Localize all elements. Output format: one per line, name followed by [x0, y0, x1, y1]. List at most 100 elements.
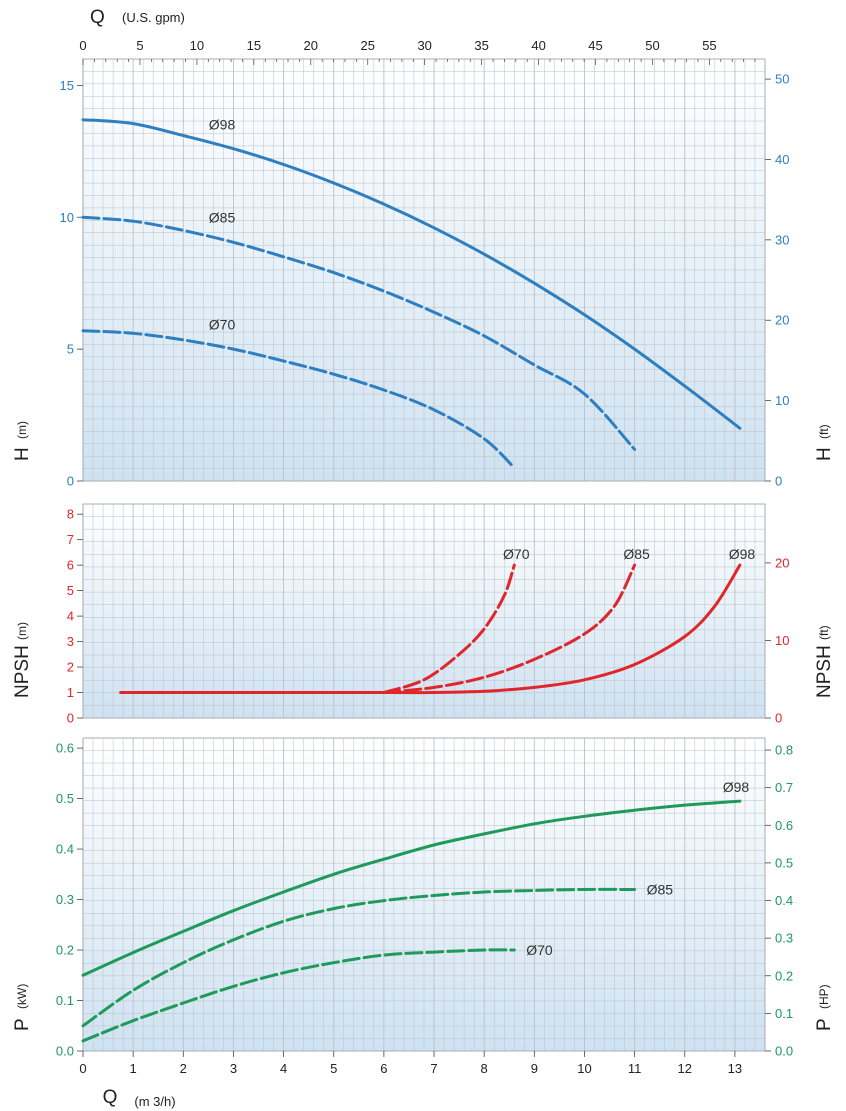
top-axis-unit: (U.S. gpm) — [122, 10, 185, 25]
power-grid — [82, 737, 766, 1052]
bottom-tick-label: 9 — [531, 1061, 538, 1076]
y-tick-label: 7 — [67, 532, 74, 547]
top-tick-label: 40 — [531, 38, 545, 53]
power-frame — [82, 737, 766, 1052]
y2-tick-label: 40 — [775, 152, 789, 167]
bottom-axis-unit: (m 3/h) — [134, 1094, 175, 1109]
bottom-axis-ticks: 0 1 2 3 4 5 6 7 8 9 10 11 12 13 — [79, 1051, 742, 1076]
y-tick-label: 0.6 — [56, 741, 74, 756]
top-tick-label: 35 — [474, 38, 488, 53]
y-tick-label: 8 — [67, 507, 74, 522]
bottom-axis-title: Q — [103, 1087, 118, 1108]
bottom-tick-label: 8 — [481, 1061, 488, 1076]
head-series-line — [81, 118, 742, 430]
head-ylabel: H — [12, 447, 33, 461]
power-y2label-unit: (HP) — [817, 984, 831, 1009]
head-ylabel-unit: (m) — [15, 421, 29, 439]
y-tick-label: 6 — [67, 558, 74, 573]
power-series-line — [81, 948, 516, 1043]
bottom-tick-label: 4 — [280, 1061, 287, 1076]
top-tick-label: 20 — [304, 38, 318, 53]
head-series-line — [81, 215, 637, 451]
y-tick-label: 1 — [67, 685, 74, 700]
top-tick-label: 25 — [361, 38, 375, 53]
y2-tick-label: 30 — [775, 232, 789, 247]
y2-tick-label: 0.3 — [775, 931, 793, 946]
power-series-line — [81, 799, 742, 977]
power-y2label: P — [814, 1018, 835, 1031]
npsh-series-label: Ø85 — [623, 546, 650, 562]
power-series-label: Ø85 — [647, 881, 674, 897]
y-tick-label: 10 — [60, 210, 74, 225]
head-panel: 0 5 10 15 0 10 20 30 40 50 H (m) H (ft) Ø98 Ø85 Ø70 — [12, 58, 835, 489]
y2-tick-label: 10 — [775, 393, 789, 408]
power-ylabel-unit: (kW) — [15, 984, 29, 1009]
top-tick-label: 15 — [247, 38, 261, 53]
npsh-ylabel: NPSH — [12, 645, 33, 698]
head-series-label: Ø70 — [209, 317, 236, 333]
top-tick-label: 50 — [645, 38, 659, 53]
bottom-tick-label: 7 — [430, 1061, 437, 1076]
npsh-y2label-unit: (ft) — [817, 625, 831, 640]
top-tick-label: 0 — [79, 38, 86, 53]
y-tick-label: 15 — [60, 78, 74, 93]
power-ylabel: P — [12, 1018, 33, 1031]
y-tick-label: 0.5 — [56, 791, 74, 806]
y2-tick-label: 10 — [775, 633, 789, 648]
y-tick-label: 0.0 — [56, 1044, 74, 1059]
y-tick-label: 4 — [67, 609, 74, 624]
top-tick-label: 30 — [417, 38, 431, 53]
y2-tick-label: 0.7 — [775, 780, 793, 795]
head-y2label: H — [814, 447, 835, 461]
y2-tick-label: 0.0 — [775, 1044, 793, 1059]
npsh-series-line — [382, 563, 637, 694]
y2-tick-label: 20 — [775, 555, 789, 570]
head-series-label: Ø98 — [209, 117, 236, 133]
y-tick-label: 0 — [67, 711, 74, 726]
y2-tick-label: 50 — [775, 72, 789, 87]
y2-tick-label: 0 — [775, 474, 782, 489]
npsh-grid — [82, 503, 766, 719]
y2-tick-label: 0 — [775, 711, 782, 726]
bottom-tick-label: 13 — [728, 1061, 742, 1076]
npsh-series-line — [382, 563, 516, 694]
bottom-tick-label: 1 — [130, 1061, 137, 1076]
npsh-series-label: Ø98 — [729, 546, 756, 562]
power-panel: 0.0 0.1 0.2 0.3 0.4 0.5 0.6 0.0 0.1 0.2 0.3 0.4 0.5 0… — [12, 737, 835, 1059]
head-frame — [82, 58, 766, 482]
bottom-tick-label: 11 — [628, 1061, 642, 1076]
y-tick-label: 2 — [67, 660, 74, 675]
npsh-ylabel-unit: (m) — [15, 622, 29, 640]
bottom-tick-label: 3 — [230, 1061, 237, 1076]
npsh-y2label: NPSH — [814, 645, 835, 698]
y2-tick-label: 0.1 — [775, 1006, 793, 1021]
npsh-series-line — [119, 563, 742, 695]
bottom-tick-label: 0 — [79, 1061, 86, 1076]
head-series-label: Ø85 — [209, 209, 236, 225]
y-tick-label: 5 — [67, 342, 74, 357]
y-tick-label: 0.4 — [56, 842, 74, 857]
top-tick-label: 10 — [190, 38, 204, 53]
bottom-tick-label: 6 — [380, 1061, 387, 1076]
y2-tick-label: 0.4 — [775, 893, 793, 908]
head-y2label-unit: (ft) — [817, 424, 831, 439]
power-series-label: Ø98 — [723, 779, 750, 795]
power-series-label: Ø70 — [526, 942, 553, 958]
y2-tick-label: 0.6 — [775, 818, 793, 833]
y2-tick-label: 0.8 — [775, 743, 793, 758]
top-tick-label: 45 — [588, 38, 602, 53]
top-axis-title: Q — [90, 7, 105, 28]
y-tick-label: 0 — [67, 474, 74, 489]
npsh-frame — [82, 503, 766, 719]
y-tick-label: 0.1 — [56, 993, 74, 1008]
top-axis-ticks: 0 5 10 15 20 25 30 35 40 45 50 55 — [79, 38, 756, 65]
bottom-tick-label: 12 — [678, 1061, 692, 1076]
power-series-line — [81, 887, 637, 1028]
y-tick-label: 3 — [67, 634, 74, 649]
top-tick-label: 55 — [702, 38, 716, 53]
bottom-tick-label: 10 — [577, 1061, 591, 1076]
bottom-tick-label: 2 — [180, 1061, 187, 1076]
y-tick-label: 0.2 — [56, 943, 74, 958]
bottom-tick-label: 5 — [330, 1061, 337, 1076]
